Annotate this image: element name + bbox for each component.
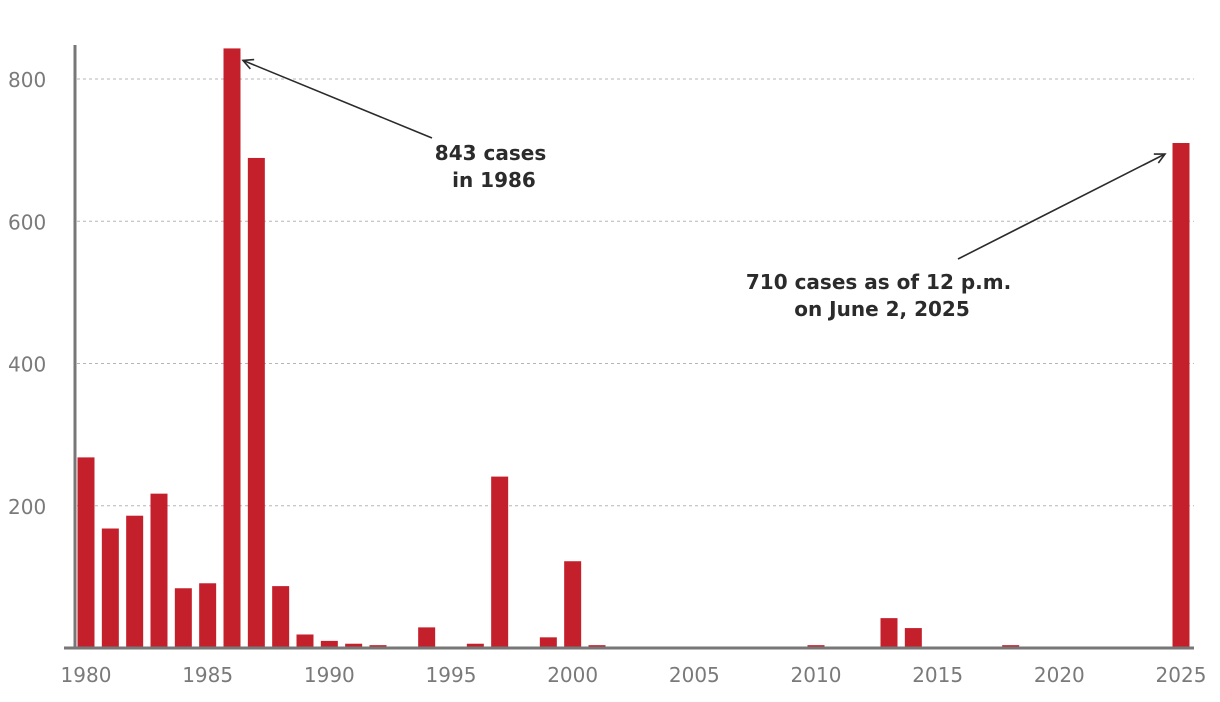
x-tick-label-1990: 1990 — [304, 663, 355, 687]
bar-1987 — [247, 157, 265, 649]
annotation-2025-line-1: 710 cases as of 12 p.m. — [746, 270, 1011, 294]
bar-2000 — [564, 561, 582, 648]
bar-2014 — [904, 628, 922, 648]
x-tick-label-1985: 1985 — [182, 663, 233, 687]
bar-1997 — [491, 476, 509, 648]
annotation-2025-line-2: on June 2, 2025 — [794, 297, 970, 321]
bar-1994 — [418, 627, 436, 648]
y-tick-label-800: 800 — [8, 68, 46, 92]
bar-1983 — [150, 493, 168, 648]
bar-2013 — [880, 618, 898, 648]
x-tick-labels: 1980 1985 1990 1995 2000 2005 2010 2015 2020 2025 — [61, 663, 1207, 687]
bar-1996 — [466, 643, 484, 648]
annotation-1986-line-1: 843 cases — [435, 141, 546, 165]
axes — [64, 45, 1194, 650]
gridlines — [77, 78, 1194, 507]
x-tick-label-2005: 2005 — [669, 663, 720, 687]
bars — [77, 48, 1190, 649]
x-tick-label-2025: 2025 — [1156, 663, 1207, 687]
x-tick-label-2000: 2000 — [547, 663, 598, 687]
annotations: 843 cases in 1986 710 cases as of 12 p.m… — [241, 58, 1167, 321]
x-tick-label-2015: 2015 — [912, 663, 963, 687]
bar-1984 — [174, 588, 192, 648]
x-tick-label-2010: 2010 — [791, 663, 842, 687]
bar-1989 — [296, 634, 314, 648]
annotation-arrow-2025 — [957, 153, 1167, 260]
x-tick-label-2020: 2020 — [1034, 663, 1085, 687]
y-tick-labels: 200 400 600 800 — [8, 68, 46, 519]
y-tick-label-600: 600 — [8, 210, 46, 234]
annotation-1986-line-2: in 1986 — [452, 168, 536, 192]
x-tick-label-1995: 1995 — [426, 663, 477, 687]
bar-2025 — [1172, 143, 1190, 648]
y-tick-label-200: 200 — [8, 495, 46, 519]
bar-1985 — [199, 583, 217, 648]
bar-1991 — [345, 643, 363, 648]
annotation-2025: 710 cases as of 12 p.m. on June 2, 2025 — [746, 270, 1018, 321]
annotation-arrow-1986 — [241, 58, 433, 139]
x-tick-label-1980: 1980 — [61, 663, 112, 687]
annotation-1986: 843 cases in 1986 — [435, 141, 553, 192]
bar-1999 — [539, 637, 557, 648]
bar-1988 — [272, 586, 290, 648]
y-tick-label-400: 400 — [8, 353, 46, 377]
bar-1981 — [101, 528, 119, 648]
bar-1986 — [223, 48, 241, 648]
bar-1990 — [320, 640, 338, 648]
bar-1982 — [126, 515, 144, 648]
bar-1980 — [77, 457, 95, 648]
